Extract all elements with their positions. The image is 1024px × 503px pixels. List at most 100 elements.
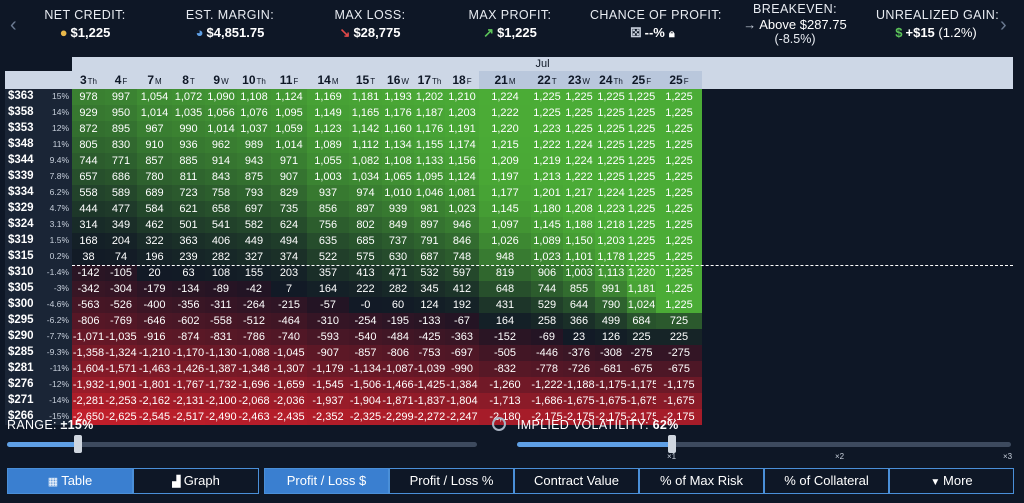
table-cell[interactable]: -1,348 xyxy=(237,361,271,377)
table-cell[interactable]: 327 xyxy=(237,249,271,265)
table-cell[interactable]: 314 xyxy=(72,217,105,233)
table-cell[interactable]: 164 xyxy=(479,313,531,329)
table-cell[interactable]: 1,218 xyxy=(595,217,627,233)
table-cell[interactable]: 811 xyxy=(172,169,205,185)
table-cell[interactable]: 1,089 xyxy=(531,233,563,249)
iv-slider-thumb[interactable] xyxy=(668,435,676,453)
range-slider-track[interactable] xyxy=(7,442,477,447)
table-cell[interactable]: -0 xyxy=(349,297,382,313)
table-cell[interactable]: 843 xyxy=(205,169,237,185)
table-cell[interactable]: 967 xyxy=(137,121,172,137)
table-cell[interactable]: -740 xyxy=(271,329,307,345)
table-cell[interactable]: 1,225 xyxy=(627,201,656,217)
table-cell[interactable]: 1,225 xyxy=(656,137,702,153)
table-cell[interactable]: -2,100 xyxy=(205,393,237,409)
table-cell[interactable]: -1,170 xyxy=(172,345,205,361)
table-cell[interactable]: -1,384 xyxy=(445,377,479,393)
table-cell[interactable]: 697 xyxy=(237,201,271,217)
table-cell[interactable]: -726 xyxy=(563,361,595,377)
table-cell[interactable]: 981 xyxy=(414,201,445,217)
table-cell[interactable]: 991 xyxy=(595,281,627,297)
table-cell[interactable]: -806 xyxy=(72,313,105,329)
table-cell[interactable]: -1,675 xyxy=(656,393,702,409)
table-cell[interactable]: -832 xyxy=(479,361,531,377)
next-arrow-icon[interactable]: › xyxy=(1000,14,1007,36)
table-cell[interactable]: 1,169 xyxy=(307,89,349,105)
table-cell[interactable]: 1,191 xyxy=(445,121,479,137)
table-cell[interactable]: -2,517 xyxy=(172,409,205,425)
table-cell[interactable]: -1,175 xyxy=(595,377,627,393)
table-cell[interactable]: 1,225 xyxy=(627,169,656,185)
table-cell[interactable]: -2,650 xyxy=(72,409,105,425)
table-cell[interactable]: -2,352 xyxy=(307,409,349,425)
table-cell[interactable]: 897 xyxy=(349,201,382,217)
table-cell[interactable]: -505 xyxy=(479,345,531,361)
table-cell[interactable]: -1,675 xyxy=(595,393,627,409)
table-cell[interactable]: 658 xyxy=(205,201,237,217)
table-cell[interactable]: -400 xyxy=(137,297,172,313)
table-cell[interactable]: 204 xyxy=(105,233,137,249)
table-cell[interactable]: 1,160 xyxy=(382,121,414,137)
table-cell[interactable]: 857 xyxy=(137,153,172,169)
table-cell[interactable]: -990 xyxy=(445,361,479,377)
table-cell[interactable]: 366 xyxy=(563,313,595,329)
table-cell[interactable]: -2,175 xyxy=(531,409,563,425)
table-cell[interactable]: 1,225 xyxy=(656,185,702,201)
table-cell[interactable]: -152 xyxy=(479,329,531,345)
table-cell[interactable]: 723 xyxy=(172,185,205,201)
table-cell[interactable]: -1,675 xyxy=(627,393,659,409)
table-cell[interactable]: 744 xyxy=(531,281,563,297)
table-cell[interactable]: 374 xyxy=(271,249,307,265)
table-cell[interactable]: -563 xyxy=(72,297,105,313)
table-cell[interactable]: 1,225 xyxy=(656,297,702,313)
table-cell[interactable]: 936 xyxy=(172,137,205,153)
table-cell[interactable]: 1,203 xyxy=(595,233,627,249)
table-cell[interactable]: -2,299 xyxy=(382,409,414,425)
table-cell[interactable]: -1,767 xyxy=(172,377,205,393)
table-cell[interactable]: 990 xyxy=(172,121,205,137)
table-cell[interactable]: -42 xyxy=(237,281,271,297)
table-cell[interactable]: 1,149 xyxy=(307,105,349,121)
table-cell[interactable]: -1,175 xyxy=(656,377,702,393)
prev-arrow-icon[interactable]: ‹ xyxy=(10,14,17,36)
table-cell[interactable]: 1,133 xyxy=(414,153,445,169)
table-cell[interactable]: 282 xyxy=(205,249,237,265)
table-cell[interactable]: 20 xyxy=(137,265,172,281)
table-cell[interactable]: 856 xyxy=(307,201,349,217)
table-cell[interactable]: 974 xyxy=(349,185,382,201)
table-cell[interactable]: -1,426 xyxy=(172,361,205,377)
table-cell[interactable]: -1,571 xyxy=(105,361,137,377)
table-cell[interactable]: -2,325 xyxy=(349,409,382,425)
table-cell[interactable]: 192 xyxy=(445,297,479,313)
table-cell[interactable]: -1,904 xyxy=(349,393,382,409)
table-cell[interactable]: 239 xyxy=(172,249,205,265)
table-cell[interactable]: -1,932 xyxy=(72,377,105,393)
table-cell[interactable]: 462 xyxy=(137,217,172,233)
table-cell[interactable]: 1,201 xyxy=(531,185,563,201)
table-cell[interactable]: 780 xyxy=(137,169,172,185)
table-cell[interactable]: 597 xyxy=(445,265,479,281)
table-cell[interactable]: 108 xyxy=(205,265,237,281)
table-cell[interactable]: 60 xyxy=(382,297,414,313)
table-cell[interactable]: 1,225 xyxy=(656,169,702,185)
table-cell[interactable]: -1,035 xyxy=(105,329,137,345)
table-cell[interactable]: 1,225 xyxy=(656,217,702,233)
table-cell[interactable]: 1,024 xyxy=(627,297,656,313)
table-cell[interactable]: 1,193 xyxy=(382,89,414,105)
table-cell[interactable]: 929 xyxy=(72,105,105,121)
table-cell[interactable]: -2,435 xyxy=(271,409,307,425)
table-cell[interactable]: 1,223 xyxy=(595,201,627,217)
table-cell[interactable]: 1,225 xyxy=(595,105,627,121)
table-cell[interactable]: 1,010 xyxy=(382,185,414,201)
table-cell[interactable]: 829 xyxy=(271,185,307,201)
table-cell[interactable]: -67 xyxy=(445,313,479,329)
table-cell[interactable]: -1,801 xyxy=(137,377,172,393)
table-cell[interactable]: 1,145 xyxy=(479,201,531,217)
table-cell[interactable]: 1,222 xyxy=(563,169,595,185)
table-cell[interactable]: -907 xyxy=(307,345,349,361)
table-cell[interactable]: -215 xyxy=(271,297,307,313)
table-cell[interactable]: 885 xyxy=(172,153,205,169)
table-cell[interactable]: 946 xyxy=(445,217,479,233)
table-cell[interactable]: 1,176 xyxy=(414,121,445,137)
table-cell[interactable]: 1,225 xyxy=(531,89,563,105)
